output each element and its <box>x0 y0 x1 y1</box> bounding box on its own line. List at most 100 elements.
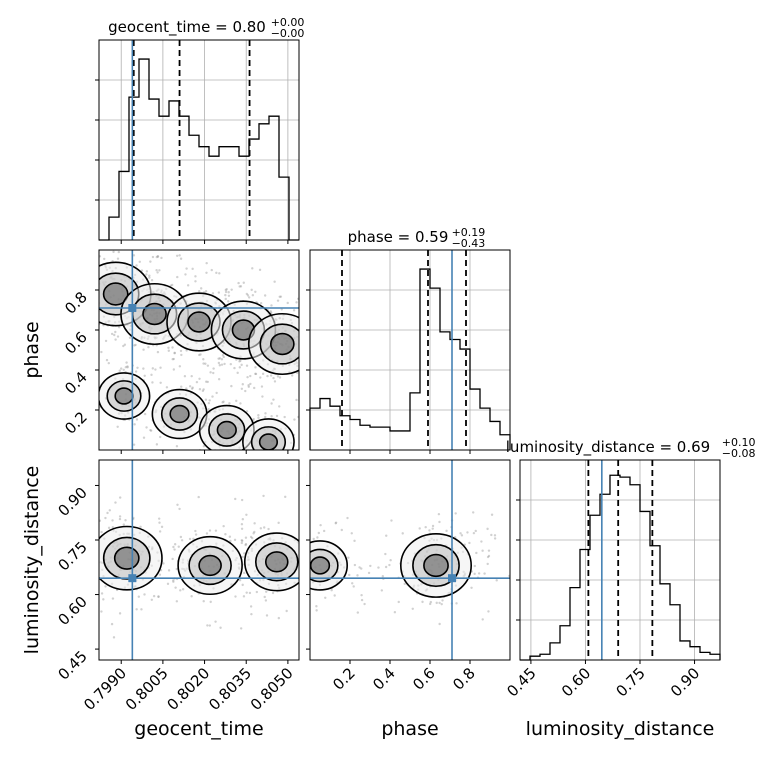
scatter-point <box>322 362 324 364</box>
scatter-point <box>312 352 314 354</box>
scatter-point <box>263 526 266 529</box>
scatter-point <box>277 521 280 525</box>
scatter-point <box>305 555 307 557</box>
scatter-point <box>180 353 183 357</box>
scatter-point <box>94 411 96 413</box>
scatter-point <box>270 311 273 314</box>
scatter-point <box>493 534 497 537</box>
scatter-point <box>279 295 283 298</box>
scatter-point <box>302 328 304 330</box>
scatter-point <box>304 545 306 547</box>
scatter-point <box>240 539 243 542</box>
scatter-point <box>78 517 80 519</box>
scatter-point <box>194 529 197 533</box>
truth-marker <box>448 574 456 583</box>
scatter-point <box>134 343 137 347</box>
scatter-point <box>303 592 305 594</box>
scatter-point <box>490 533 493 537</box>
scatter-point <box>262 464 264 466</box>
scatter-point <box>126 366 129 369</box>
scatter-point <box>351 582 354 585</box>
scatter-point <box>263 595 266 599</box>
scatter-point <box>265 590 268 593</box>
scatter-point <box>171 358 174 361</box>
scatter-point <box>215 271 218 275</box>
scatter-point <box>81 285 83 287</box>
scatter-point <box>106 511 109 515</box>
scatter-point <box>421 600 424 604</box>
scatter-point <box>312 434 314 436</box>
scatter-point <box>289 453 291 455</box>
y-tick-label-luminosity_distance: 0.75 <box>54 538 90 574</box>
scatter-point <box>311 379 313 381</box>
scatter-point <box>96 331 98 333</box>
scatter-point <box>324 596 327 599</box>
scatter-point <box>245 591 248 594</box>
scatter-point <box>325 351 327 353</box>
scatter-point <box>95 269 97 271</box>
scatter-point <box>116 425 119 428</box>
scatter-point <box>172 579 175 582</box>
scatter-point <box>118 515 122 518</box>
scatter-point <box>204 398 208 401</box>
scatter-point <box>293 463 295 465</box>
scatter-point <box>117 250 121 254</box>
scatter-point <box>210 268 213 272</box>
x-tick-label-geocent_time: 0.8050 <box>247 664 297 714</box>
scatter-point <box>118 496 122 499</box>
scatter-point <box>266 374 269 378</box>
scatter-point <box>94 244 96 246</box>
scatter-point <box>241 555 244 559</box>
x-tick-label-phase: 0.4 <box>369 664 399 694</box>
scatter-point <box>272 398 275 401</box>
scatter-point <box>173 351 176 355</box>
scatter-point <box>239 285 243 288</box>
scatter-point <box>264 599 268 602</box>
scatter-point <box>96 277 98 279</box>
scatter-point <box>252 417 255 421</box>
scatter-point <box>473 564 476 568</box>
scatter-point <box>205 261 208 265</box>
scatter-point <box>93 299 95 301</box>
scatter-point <box>158 573 162 576</box>
scatter-point <box>66 286 68 288</box>
scatter-point <box>240 495 242 497</box>
scatter-point <box>249 382 252 386</box>
scatter-point <box>384 552 387 556</box>
scatter-point <box>454 512 457 515</box>
scatter-point <box>181 451 183 453</box>
scatter-point <box>143 412 147 416</box>
scatter-point <box>247 384 250 387</box>
scatter-point <box>353 539 356 543</box>
scatter-point <box>176 275 179 279</box>
scatter-point <box>319 337 321 339</box>
scatter-point <box>259 302 263 305</box>
scatter-point <box>93 559 95 561</box>
scatter-point <box>254 290 257 293</box>
y-tick-label-luminosity_distance: 0.60 <box>54 593 90 629</box>
scatter-point <box>227 300 230 303</box>
scatter-point <box>180 385 183 388</box>
scatter-point <box>135 264 138 267</box>
scatter-point <box>217 378 221 381</box>
scatter-point <box>240 387 244 390</box>
scatter-point <box>441 599 444 602</box>
scatter-point <box>319 523 322 527</box>
scatter-point <box>195 380 199 384</box>
scatter-point <box>124 519 127 522</box>
scatter-point <box>113 333 116 337</box>
scatter-point <box>314 342 316 344</box>
scatter-point <box>235 358 238 361</box>
scatter-point <box>244 543 247 547</box>
scatter-point <box>157 517 161 520</box>
scatter-point <box>431 524 435 528</box>
scatter-point <box>466 531 469 534</box>
scatter-point <box>273 456 275 458</box>
scatter-point <box>92 294 94 296</box>
scatter-point <box>289 481 291 483</box>
scatter-point <box>350 532 353 535</box>
scatter-point <box>202 362 205 365</box>
scatter-point <box>481 549 484 552</box>
scatter-point <box>159 366 162 369</box>
scatter-point <box>236 371 239 375</box>
